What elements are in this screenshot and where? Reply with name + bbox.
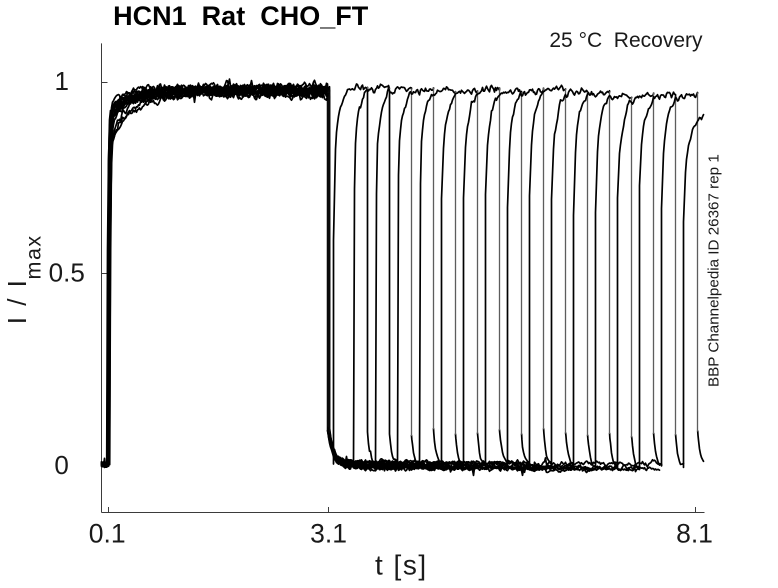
svg-text:I / I: I / I	[2, 278, 32, 324]
svg-text:HCN1 Rat CHO_FT: HCN1 Rat CHO_FT	[113, 1, 369, 31]
svg-text:BBP Channelpedia ID 26367 rep: BBP Channelpedia ID 26367 rep 1	[706, 154, 723, 387]
svg-text:0.1: 0.1	[89, 518, 126, 548]
svg-text:25 °C Recovery: 25 °C Recovery	[549, 29, 703, 52]
svg-text:1: 1	[55, 66, 69, 96]
svg-text:3.1: 3.1	[310, 518, 347, 548]
svg-text:0: 0	[54, 450, 68, 480]
svg-text:8.1: 8.1	[676, 518, 713, 548]
svg-text:0.5: 0.5	[49, 257, 85, 287]
svg-text:t [s]: t [s]	[375, 550, 428, 581]
svg-text:max: max	[22, 234, 46, 279]
